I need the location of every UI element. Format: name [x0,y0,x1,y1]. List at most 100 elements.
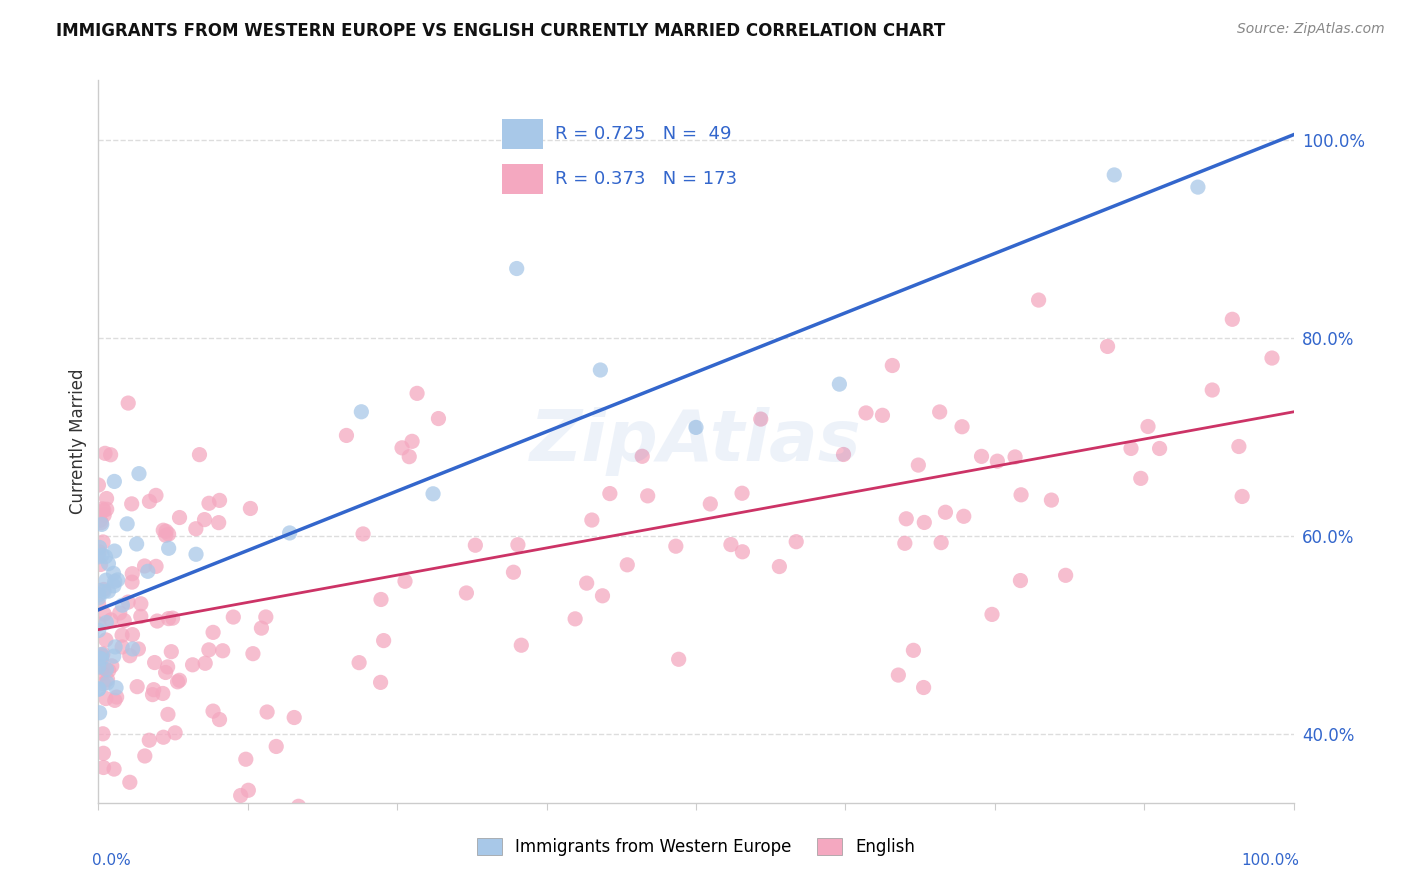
Point [103,762,125,776]
Point [93,503,115,517]
Point [169,510,191,524]
Point [93,584,115,599]
Point [89,513,111,527]
Point [155,528,177,542]
Text: ZipAtlas: ZipAtlas [530,407,862,476]
Point [1097,339,1119,353]
Point [97,584,120,599]
Point [1230,490,1253,504]
Point [599,486,621,500]
Point [1010,574,1032,588]
Point [731,545,754,559]
Y-axis label: Currently Married: Currently Married [69,368,87,515]
Point [138,733,160,747]
Point [103,475,125,489]
Point [96,615,118,630]
Point [394,574,416,589]
Point [87,681,110,696]
Legend: Immigrants from Western Europe, English: Immigrants from Western Europe, English [471,831,921,863]
Point [87,545,110,559]
Point [882,359,904,373]
Point [121,566,143,581]
Point [103,544,125,558]
Point [981,607,1004,622]
Point [731,486,754,500]
Point [121,575,143,590]
Point [211,644,233,658]
Point [157,612,180,626]
Point [100,613,122,627]
Point [208,493,231,508]
Point [986,454,1008,468]
Point [887,668,910,682]
Point [91,501,114,516]
Point [668,652,690,666]
Point [93,760,115,774]
Point [278,525,301,540]
Point [90,648,112,662]
Point [631,450,654,464]
Point [103,579,125,593]
Point [87,660,110,674]
Text: 100.0%: 100.0% [1241,854,1299,869]
Point [91,548,114,562]
Point [103,566,125,581]
Point [87,588,110,602]
Point [93,607,115,622]
Point [506,538,529,552]
Point [142,682,165,697]
Point [155,665,177,680]
Point [373,633,395,648]
Point [91,647,114,661]
Point [352,527,374,541]
Point [929,535,952,549]
Point [89,583,111,598]
Point [152,730,174,744]
Point [427,411,450,425]
Point [146,614,169,628]
Point [239,501,262,516]
Point [928,405,950,419]
Point [87,478,110,492]
Point [94,573,117,587]
Point [96,502,118,516]
Point [370,675,392,690]
Point [96,676,118,690]
Point [422,487,444,501]
Point [188,448,211,462]
Point [121,627,143,641]
Point [828,377,851,392]
Point [184,547,207,561]
Point [93,825,115,839]
Point [267,825,290,839]
Point [350,405,373,419]
Point [94,446,117,460]
Point [97,664,120,678]
Point [96,491,118,506]
Point [97,557,120,571]
Point [872,409,894,423]
Text: 0.0%: 0.0% [93,854,131,869]
Point [907,458,929,472]
Point [105,690,128,704]
Point [665,539,688,553]
Point [117,396,139,410]
Point [198,496,221,510]
Point [1220,312,1243,326]
Point [398,450,420,464]
Point [581,513,603,527]
Point [87,624,110,638]
Point [287,799,309,814]
Point [111,598,134,612]
Point [1119,442,1142,456]
Point [254,610,277,624]
Point [194,657,217,671]
Text: IMMIGRANTS FROM WESTERN EUROPE VS ENGLISH CURRENTLY MARRIED CORRELATION CHART: IMMIGRANTS FROM WESTERN EUROPE VS ENGLIS… [56,22,945,40]
Point [165,726,187,740]
Point [94,549,117,564]
Point [184,522,207,536]
Point [235,752,257,766]
Point [370,592,392,607]
Point [118,648,141,663]
Point [1137,419,1160,434]
